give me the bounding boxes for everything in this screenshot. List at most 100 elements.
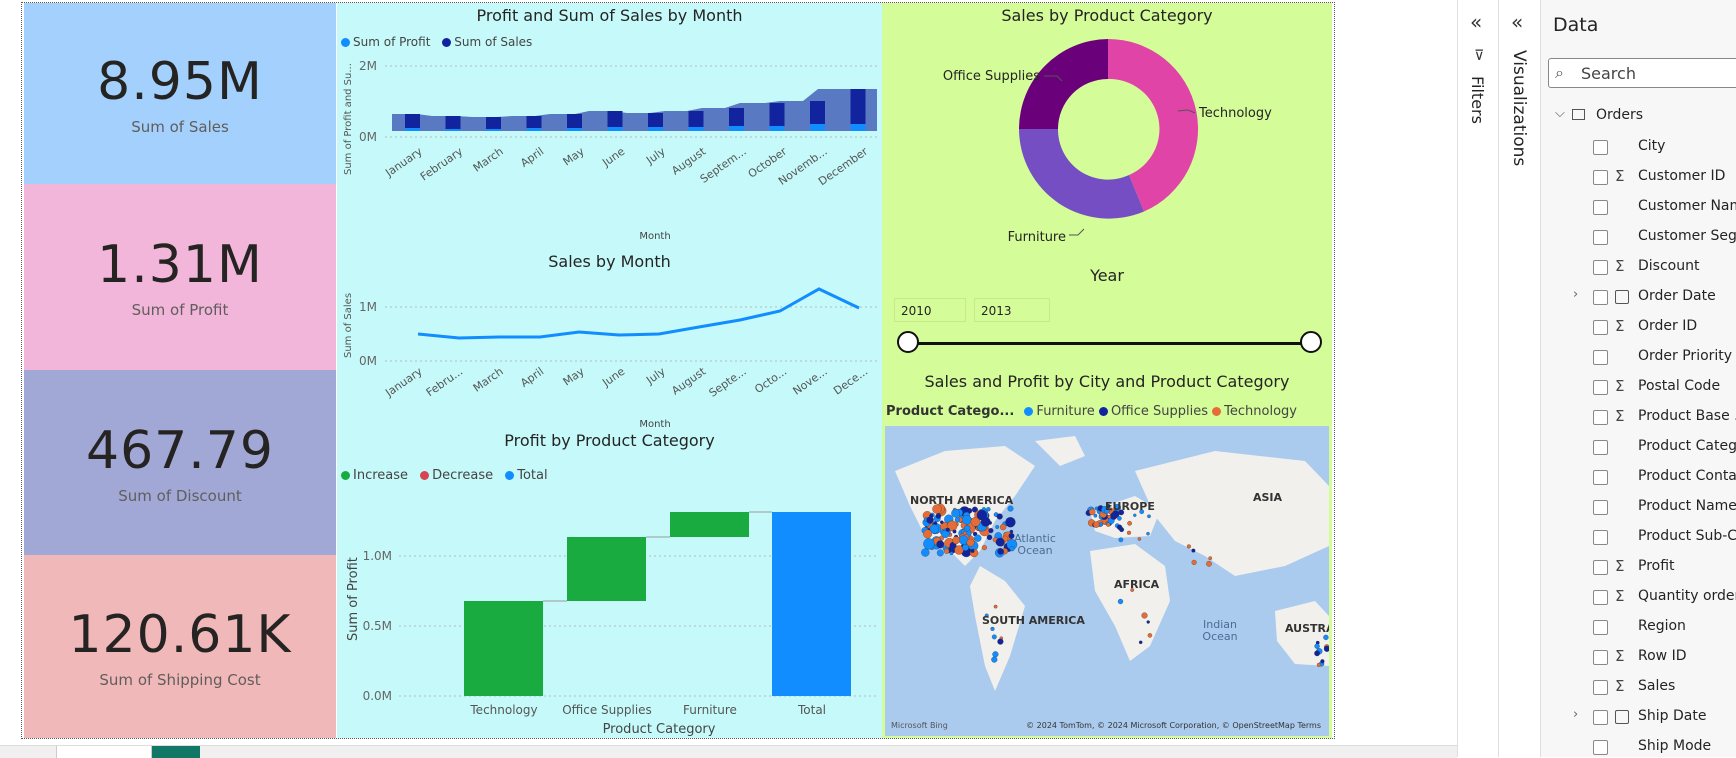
city-bubble[interactable] xyxy=(1093,521,1100,528)
city-bubble[interactable] xyxy=(997,638,1004,645)
kpi-card-discount[interactable]: 467.79 Sum of Discount xyxy=(24,370,336,555)
city-bubble[interactable] xyxy=(1323,645,1329,652)
city-bubble[interactable] xyxy=(982,507,986,511)
city-bubble[interactable] xyxy=(1005,517,1016,528)
city-bubble[interactable] xyxy=(1126,530,1132,535)
field-checkbox[interactable] xyxy=(1593,440,1608,455)
city-bubble[interactable] xyxy=(1103,508,1110,514)
city-bubble[interactable] xyxy=(1117,516,1122,521)
donut-slice-furniture[interactable] xyxy=(1019,129,1144,219)
field-checkbox[interactable] xyxy=(1593,560,1608,575)
field-checkbox[interactable] xyxy=(1593,740,1608,755)
bar-office-supplies[interactable] xyxy=(567,537,646,601)
sales-profit-map-visual[interactable]: Sales and Profit by City and Product Cat… xyxy=(882,368,1332,738)
city-bubble[interactable] xyxy=(963,531,967,535)
city-bubble[interactable] xyxy=(1314,643,1320,649)
city-bubble[interactable] xyxy=(1137,537,1142,541)
sales-column[interactable] xyxy=(769,103,785,131)
field-checkbox[interactable] xyxy=(1593,590,1608,605)
city-bubble[interactable] xyxy=(945,527,950,532)
city-bubble[interactable] xyxy=(1147,633,1153,638)
field-checkbox[interactable] xyxy=(1593,710,1608,725)
city-bubble[interactable] xyxy=(1118,509,1125,516)
city-bubble[interactable] xyxy=(1191,559,1197,565)
city-bubble[interactable] xyxy=(1186,544,1191,549)
field-row[interactable]: Σ Order ID xyxy=(1541,312,1736,342)
city-bubble[interactable] xyxy=(991,656,998,663)
filters-pane[interactable]: « ⊽ Filters xyxy=(1457,0,1499,757)
sales-by-category-visual[interactable]: Sales by Product Category Office Supplie… xyxy=(882,3,1332,258)
city-bubble[interactable] xyxy=(1098,522,1103,527)
profit-column[interactable] xyxy=(648,127,663,131)
city-bubble[interactable] xyxy=(936,540,945,549)
donut-slice-office-supplies[interactable] xyxy=(1019,39,1108,129)
city-bubble[interactable] xyxy=(995,525,1000,529)
search-input[interactable]: ⌕ Search xyxy=(1548,58,1736,88)
kpi-card-profit[interactable]: 1.31M Sum of Profit xyxy=(24,184,336,370)
city-bubble[interactable] xyxy=(986,534,993,541)
sales-column[interactable] xyxy=(567,114,582,131)
field-row[interactable]: Product Sub-C... xyxy=(1541,522,1736,552)
field-row[interactable]: Customer Seg... xyxy=(1541,222,1736,252)
city-bubble[interactable] xyxy=(971,506,978,513)
city-bubble[interactable] xyxy=(932,504,942,514)
field-checkbox[interactable] xyxy=(1593,650,1608,665)
year-slicer[interactable]: Year 2010 2013 xyxy=(882,258,1332,368)
visualizations-pane[interactable]: « Visualizations xyxy=(1498,0,1541,757)
profit-column[interactable] xyxy=(526,128,542,131)
slicer-from-input[interactable]: 2010 xyxy=(894,298,966,322)
field-row[interactable]: Σ Profit xyxy=(1541,552,1736,582)
city-bubble[interactable] xyxy=(1320,659,1325,664)
city-bubble[interactable] xyxy=(952,529,957,534)
field-row[interactable]: Product Name xyxy=(1541,492,1736,522)
field-row[interactable]: City xyxy=(1541,132,1736,162)
profit-column[interactable] xyxy=(810,124,825,131)
city-bubble[interactable] xyxy=(1138,640,1143,645)
city-bubble[interactable] xyxy=(1314,650,1320,657)
field-row[interactable]: › Ship Date xyxy=(1541,702,1736,732)
city-bubble[interactable] xyxy=(941,529,950,539)
bar-total[interactable] xyxy=(772,512,851,696)
data-pane[interactable]: Data ⌕ Search ⌵ Orders City Σ Customer ID C… xyxy=(1540,0,1736,757)
sales-column[interactable] xyxy=(405,114,420,131)
city-bubble[interactable] xyxy=(976,509,988,521)
field-row[interactable]: Product Categ... xyxy=(1541,432,1736,462)
city-bubble[interactable] xyxy=(949,551,954,556)
city-bubble[interactable] xyxy=(992,651,999,658)
profit-column[interactable] xyxy=(607,127,623,131)
city-bubble[interactable] xyxy=(986,507,991,512)
city-bubble[interactable] xyxy=(996,513,1003,520)
field-row[interactable]: Σ Quantity order... xyxy=(1541,582,1736,612)
profit-column[interactable] xyxy=(729,126,744,131)
bar-technology[interactable] xyxy=(464,601,543,696)
field-checkbox[interactable] xyxy=(1593,320,1608,335)
chevron-right-icon[interactable]: › xyxy=(1573,707,1579,722)
city-bubble[interactable] xyxy=(940,520,944,524)
city-bubble[interactable] xyxy=(1146,531,1150,536)
field-checkbox[interactable] xyxy=(1593,170,1608,185)
sales-column[interactable] xyxy=(486,117,501,131)
city-bubble[interactable] xyxy=(1118,537,1124,543)
sales-column[interactable] xyxy=(648,113,663,131)
slicer-to-input[interactable]: 2013 xyxy=(974,298,1050,322)
city-bubble[interactable] xyxy=(1116,524,1123,530)
field-checkbox[interactable] xyxy=(1593,140,1608,155)
profit-column[interactable] xyxy=(567,128,582,131)
bar-furniture[interactable] xyxy=(670,512,749,537)
city-bubble[interactable] xyxy=(964,525,971,532)
city-bubble[interactable] xyxy=(997,548,1004,555)
sales-column[interactable] xyxy=(526,116,542,131)
field-row[interactable]: › Order Date xyxy=(1541,282,1736,312)
sales-column[interactable] xyxy=(810,101,825,131)
kpi-card-sales[interactable]: 8.95M Sum of Sales xyxy=(24,3,336,184)
field-checkbox[interactable] xyxy=(1593,500,1608,515)
city-bubble[interactable] xyxy=(1107,514,1111,519)
field-checkbox[interactable] xyxy=(1593,200,1608,215)
city-bubble[interactable] xyxy=(943,548,950,554)
city-bubble[interactable] xyxy=(962,515,972,525)
donut-slice-technology[interactable] xyxy=(1108,38,1199,212)
sales-column[interactable] xyxy=(729,108,744,131)
profit-column[interactable] xyxy=(405,128,420,131)
city-bubble[interactable] xyxy=(999,523,1007,531)
city-bubble[interactable] xyxy=(1323,634,1329,641)
